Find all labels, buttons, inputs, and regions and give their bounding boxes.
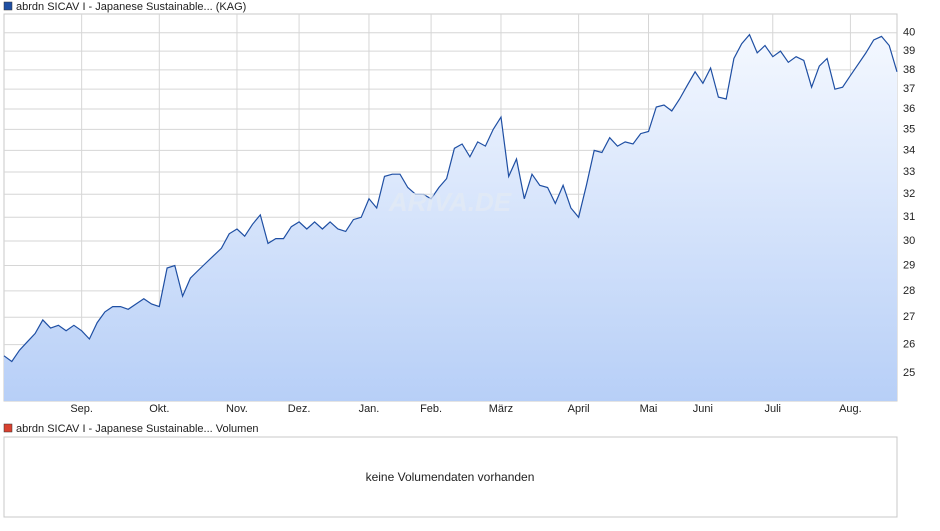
- y-tick-label: 29: [903, 259, 915, 271]
- x-tick-label: Sep.: [70, 403, 93, 415]
- y-tick-label: 25: [903, 367, 915, 379]
- x-tick-label: Jan.: [359, 403, 380, 415]
- volume-message: keine Volumendaten vorhanden: [366, 470, 535, 484]
- volume-legend-swatch: [3, 423, 13, 433]
- legend-label: abrdn SICAV I - Japanese Sustainable... …: [16, 1, 246, 13]
- y-tick-label: 37: [903, 83, 915, 95]
- y-tick-label: 33: [903, 166, 915, 178]
- y-tick-label: 30: [903, 235, 915, 247]
- y-tick-label: 40: [903, 27, 915, 39]
- line: [3, 33, 898, 363]
- x-tick-label: Nov.: [226, 403, 248, 415]
- x-tick-label: Juli: [764, 403, 781, 415]
- x-tick-label: April: [568, 403, 590, 415]
- y-tick-label: 28: [903, 285, 915, 297]
- watermark: ARIVA.DE: [388, 187, 512, 217]
- area: [4, 34, 897, 401]
- y-tick-label: 35: [903, 123, 915, 135]
- y-tick-label: 36: [903, 103, 915, 115]
- volume-legend-label: abrdn SICAV I - Japanese Sustainable... …: [16, 423, 259, 435]
- x-tick-label: Mai: [640, 403, 658, 415]
- x-tick-label: Feb.: [420, 403, 442, 415]
- y-tick-label: 31: [903, 211, 915, 223]
- x-tick-label: März: [489, 403, 513, 415]
- x-tick-label: Okt.: [149, 403, 169, 415]
- volume-panel: [3, 436, 898, 518]
- y-tick-label: 27: [903, 311, 915, 323]
- y-tick-label: 39: [903, 45, 915, 57]
- x-tick-label: Juni: [693, 403, 713, 415]
- y-tick-label: 32: [903, 188, 915, 200]
- y-tick-label: 34: [903, 144, 915, 156]
- y-tick-label: 26: [903, 338, 915, 350]
- y-tick-label: 38: [903, 64, 915, 76]
- x-tick-label: Aug.: [839, 403, 862, 415]
- x-tick-label: Dez.: [288, 403, 311, 415]
- legend-swatch: [3, 1, 13, 11]
